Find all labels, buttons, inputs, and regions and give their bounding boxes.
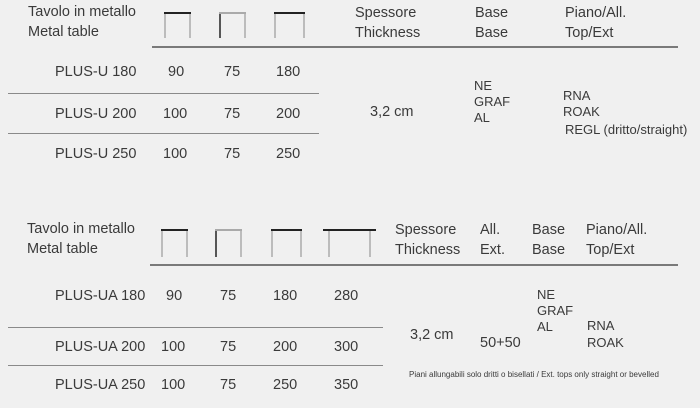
thickness-header-it: Spessore <box>355 5 417 21</box>
ext-length-value: 280 <box>334 288 359 304</box>
model-name: PLUS-UA 250 <box>55 377 146 393</box>
model-name: PLUS-U 250 <box>55 146 137 162</box>
table-width-icon <box>161 229 188 257</box>
row-divider <box>8 365 383 366</box>
base-option: NE <box>474 78 493 93</box>
top-header-it: Piano/All. <box>565 5 627 21</box>
model-name: PLUS-U 200 <box>55 106 137 122</box>
table-length-icon <box>271 229 302 257</box>
table-extended-length-icon <box>323 229 376 257</box>
length-value: 200 <box>276 106 301 122</box>
table1-title-en: Metal table <box>28 24 99 40</box>
thickness-header-en: Thickness <box>395 242 461 258</box>
height-value: 75 <box>220 288 237 304</box>
width-value: 100 <box>163 146 188 162</box>
top-header-it: Piano/All. <box>586 222 648 238</box>
base-option: AL <box>537 319 553 334</box>
thickness-header-it: Spessore <box>395 222 457 238</box>
table-height-icon <box>215 229 242 257</box>
top-option: REGL (dritto/straight) <box>565 122 688 137</box>
model-name: PLUS-U 180 <box>55 64 137 80</box>
model-name: PLUS-UA 200 <box>55 339 146 355</box>
ext-header-it: All. <box>480 222 501 238</box>
ext-length-value: 350 <box>334 377 359 393</box>
base-header-it: Base <box>532 222 566 238</box>
thickness-header-en: Thickness <box>355 25 421 41</box>
base-header-en: Base <box>475 25 509 41</box>
table-height-icon <box>219 12 246 38</box>
ext-length-value: 300 <box>334 339 359 355</box>
base-header-it: Base <box>475 5 509 21</box>
height-value: 75 <box>224 106 241 122</box>
height-value: 75 <box>224 146 241 162</box>
length-value: 180 <box>273 288 298 304</box>
length-value: 250 <box>273 377 298 393</box>
row-divider <box>8 327 383 328</box>
footnote: Piani allungabili solo dritti o bisellat… <box>409 370 659 379</box>
row-divider <box>8 93 319 94</box>
top-option: ROAK <box>587 335 624 350</box>
width-value: 90 <box>166 288 183 304</box>
height-value: 75 <box>220 339 237 355</box>
length-value: 180 <box>276 64 301 80</box>
top-header-en: Top/Ext <box>565 25 614 41</box>
width-value: 100 <box>163 106 188 122</box>
table2-title-it: Tavolo in metallo <box>27 221 135 237</box>
length-value: 200 <box>273 339 298 355</box>
base-option: NE <box>537 287 556 302</box>
table-length-icon <box>274 12 305 38</box>
extension-value: 50+50 <box>480 335 521 351</box>
header-divider <box>152 46 678 48</box>
base-option: GRAF <box>537 303 574 318</box>
width-value: 100 <box>161 339 186 355</box>
height-value: 75 <box>224 64 241 80</box>
model-name: PLUS-UA 180 <box>55 288 146 304</box>
top-option: RNA <box>587 318 615 333</box>
top-option: RNA <box>563 88 591 103</box>
height-value: 75 <box>220 377 237 393</box>
base-option: GRAF <box>474 94 511 109</box>
thickness-value: 3,2 cm <box>410 327 454 343</box>
width-value: 90 <box>168 64 185 80</box>
row-divider <box>8 133 319 134</box>
table-width-icon <box>164 12 191 38</box>
base-option: AL <box>474 110 490 125</box>
table2-title-en: Metal table <box>27 241 98 257</box>
ext-header-en: Ext. <box>480 242 505 258</box>
table1-title-it: Tavolo in metallo <box>28 4 136 20</box>
header-divider <box>150 264 678 266</box>
length-value: 250 <box>276 146 301 162</box>
top-option: ROAK <box>563 104 600 119</box>
top-header-en: Top/Ext <box>586 242 635 258</box>
thickness-value: 3,2 cm <box>370 104 414 120</box>
width-value: 100 <box>161 377 186 393</box>
base-header-en: Base <box>532 242 566 258</box>
